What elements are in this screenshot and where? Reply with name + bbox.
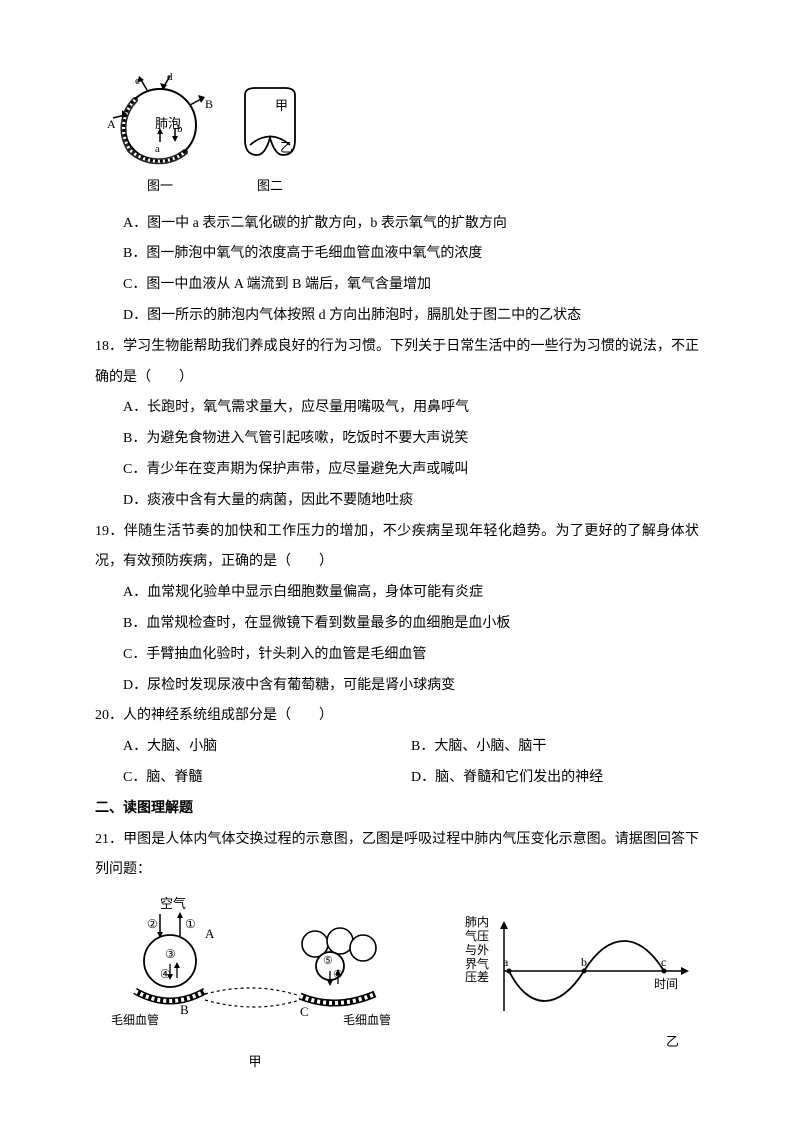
figure-one-block: 肺泡 A B a b c d 图一	[105, 70, 215, 201]
q20-option-C: C．脑、脊髓	[123, 763, 411, 794]
fig1-a: a	[155, 143, 160, 155]
q17-option-B: B．图一肺泡中氧气的浓度高于毛细血管血液中氧气的浓度	[95, 239, 699, 270]
figure-two-block: 甲 乙 图二	[235, 80, 305, 201]
fig2-caption: 图二	[235, 172, 305, 201]
jia-B: B	[180, 1002, 189, 1017]
jia-6: ⑥	[333, 969, 343, 981]
q19-option-D: D．尿检时发现尿液中含有葡萄糖，可能是肾小球病变	[95, 671, 699, 702]
q17-figures: 肺泡 A B a b c d 图一 甲 乙 图二	[105, 70, 699, 201]
chart-yi-svg: a b c 时间	[489, 916, 699, 1026]
q20-option-D: D．脑、脊髓和它们发出的神经	[411, 763, 699, 794]
fig2-jia: 甲	[275, 98, 288, 113]
jia-1: ①	[185, 917, 196, 931]
fig1-b: b	[177, 123, 183, 135]
jia-2: ②	[147, 917, 158, 931]
q18-stem: 18．学习生物能帮助我们养成良好的行为习惯。下列关于日常生活中的一些行为习惯的说…	[95, 332, 699, 394]
section-2-header: 二、读图理解题	[95, 794, 699, 825]
jia-A: A	[205, 926, 215, 941]
q19-option-C: C．手臂抽血化验时，针头刺入的血管是毛细血管	[95, 640, 699, 671]
jia-capL: 毛细血管	[111, 1012, 159, 1027]
q19-option-B: B．血常规检查时，在显微镜下看到数量最多的血细胞是血小板	[95, 609, 699, 640]
q20-row2: C．脑、脊髓 D．脑、脊髓和它们发出的神经	[95, 763, 699, 794]
figure-one-svg: 肺泡 A B a b c d	[105, 70, 215, 170]
q21-stem: 21．甲图是人体内气体交换过程的示意图，乙图是呼吸过程中肺内气压变化示意图。请据…	[95, 825, 699, 887]
chart-yi-block: 肺内 气压 与外 界气 压差 a b c	[465, 916, 699, 1057]
q18-option-B: B．为避免食物进入气管引起咳嗽，吃饭时不要大声说笑	[95, 424, 699, 455]
q18-option-A: A．长跑时，氧气需求量大，应尽量用嘴吸气，用鼻呼气	[95, 393, 699, 424]
q18-option-C: C．青少年在变声期为保护声带，应尽量避免大声或喊叫	[95, 455, 699, 486]
yi-caption: 乙	[465, 1028, 699, 1057]
fig1-caption: 图一	[105, 172, 215, 201]
yi-a: a	[503, 955, 509, 969]
yi-yl-1: 气压	[465, 930, 489, 944]
yi-yl-0: 肺内	[465, 916, 489, 930]
diagram-jia-block: 空气 ② ① ③ ④ A B 毛细血管	[105, 896, 405, 1077]
q20-option-A: A．大脑、小脑	[123, 732, 411, 763]
yi-b: b	[581, 955, 587, 969]
jia-4: ④	[160, 967, 171, 981]
figure-two-svg: 甲 乙	[235, 80, 305, 170]
q20-stem: 20．人的神经系统组成部分是（ ）	[95, 701, 699, 732]
q20-row1: A．大脑、小脑 B．大脑、小脑、脑干	[95, 732, 699, 763]
fig1-B: B	[205, 97, 213, 111]
q17-option-D: D．图一所示的肺泡内气体按照 d 方向出肺泡时，膈肌处于图二中的乙状态	[95, 301, 699, 332]
q19-option-A: A．血常规化验单中显示白细胞数量偏高，身体可能有炎症	[95, 578, 699, 609]
jia-capR: 毛细血管	[343, 1012, 391, 1027]
jia-3: ③	[165, 947, 176, 961]
fig1-c: c	[135, 75, 140, 87]
yi-c: c	[661, 955, 666, 969]
yi-ylabel: 肺内 气压 与外 界气 压差	[465, 916, 489, 985]
q18-option-D: D．痰液中含有大量的病菌，因此不要随地吐痰	[95, 486, 699, 517]
jia-5: ⑤	[323, 955, 333, 967]
jia-air: 空气	[160, 896, 186, 911]
q19-stem: 19．伴随生活节奏的加快和工作压力的增加，不少疾病呈现年轻化趋势。为了更好的了解…	[95, 517, 699, 579]
fig1-d: d	[167, 71, 173, 83]
fig1-A: A	[107, 117, 116, 131]
yi-xlabel: 时间	[654, 977, 678, 991]
yi-yl-4: 压差	[465, 971, 489, 985]
fig2-yi: 乙	[280, 140, 293, 155]
q20-option-B: B．大脑、小脑、脑干	[411, 732, 699, 763]
q17-option-A: A．图一中 a 表示二氧化碳的扩散方向，b 表示氧气的扩散方向	[95, 209, 699, 240]
jia-C: C	[300, 1004, 309, 1019]
q17-option-C: C．图一中血液从 A 端流到 B 端后，氧气含量增加	[95, 270, 699, 301]
jia-caption: 甲	[105, 1048, 405, 1077]
yi-yl-2: 与外	[465, 944, 489, 958]
diagram-jia-svg: 空气 ② ① ③ ④ A B 毛细血管	[105, 896, 405, 1046]
yi-yl-3: 界气	[465, 958, 489, 972]
q21-diagrams: 空气 ② ① ③ ④ A B 毛细血管	[95, 896, 699, 1077]
